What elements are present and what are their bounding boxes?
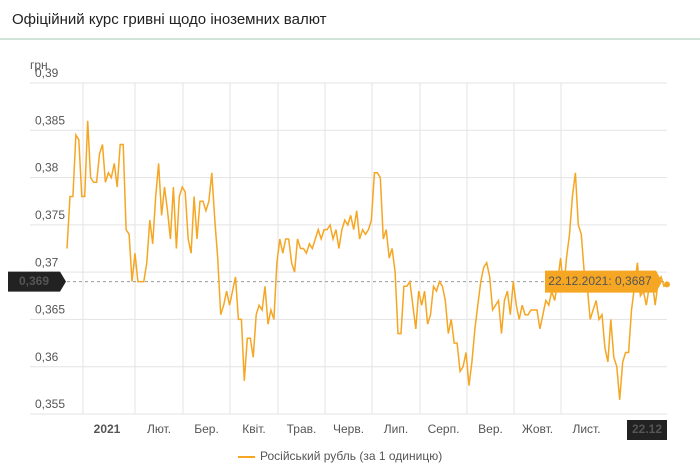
y-tick-label: 0,375 xyxy=(35,208,65,222)
end-badge xyxy=(627,420,667,440)
x-tick-label: Лист. xyxy=(572,422,600,436)
x-tick-label: Серп. xyxy=(428,422,460,436)
x-tick-label: Квіт. xyxy=(242,422,266,436)
y-tick-label: 0,38 xyxy=(35,161,59,175)
y-tick-label: 0,385 xyxy=(35,113,65,127)
y-tick-label: 0,355 xyxy=(35,397,65,411)
y-tick-label: 0,36 xyxy=(35,350,59,364)
y-tick-label: 0,365 xyxy=(35,303,65,317)
end-label: 22.12 xyxy=(632,422,662,436)
x-tick-label: Лют. xyxy=(147,422,171,436)
title: Офіційний курс гривні щодо іноземних вал… xyxy=(12,11,327,28)
current-badge xyxy=(8,271,66,292)
x-tick-label: Вер. xyxy=(478,422,503,436)
y-tick-label: 0,37 xyxy=(35,255,59,269)
x-tick-label: Черв. xyxy=(333,422,364,436)
current-label: 0,369 xyxy=(19,274,49,288)
last-point xyxy=(664,281,670,288)
x-tick-label: Жовт. xyxy=(522,422,553,436)
x-tick-label: Трав. xyxy=(287,422,317,436)
series-line xyxy=(66,120,668,400)
x-tick-label: 2021 xyxy=(94,422,121,436)
x-tick-label: Лип. xyxy=(384,422,408,436)
y-axis-label: грн xyxy=(30,58,48,72)
header: Офіційний курс гривні щодо іноземних вал… xyxy=(0,0,700,40)
x-tick-label: Бер. xyxy=(194,422,219,436)
y-tick-label: 0,39 xyxy=(35,66,59,80)
tooltip-box xyxy=(545,270,662,293)
legend-label: Російський рубль (за 1 одиницю) xyxy=(260,449,442,463)
tooltip-text: 22.12.2021: 0,3687 xyxy=(548,274,652,288)
